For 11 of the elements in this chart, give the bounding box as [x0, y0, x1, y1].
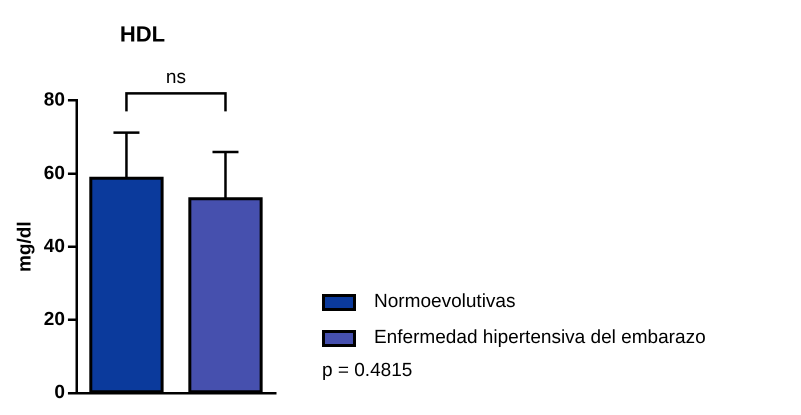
y-tick-label: 60: [44, 162, 65, 184]
y-tick-label: 0: [54, 382, 65, 404]
chart-title: HDL: [120, 21, 166, 46]
y-tick-label: 40: [44, 236, 65, 257]
y-tick-label: 20: [44, 309, 65, 330]
y-axis-title: mg/dl: [14, 221, 36, 272]
legend-label: Enfermedad hipertensiva del embarazo: [374, 327, 706, 349]
legend-label: Normoevolutivas: [374, 291, 516, 313]
y-tick-label: 80: [44, 90, 65, 111]
text: ns: [166, 67, 186, 88]
text: p = 0.4815: [322, 360, 414, 382]
